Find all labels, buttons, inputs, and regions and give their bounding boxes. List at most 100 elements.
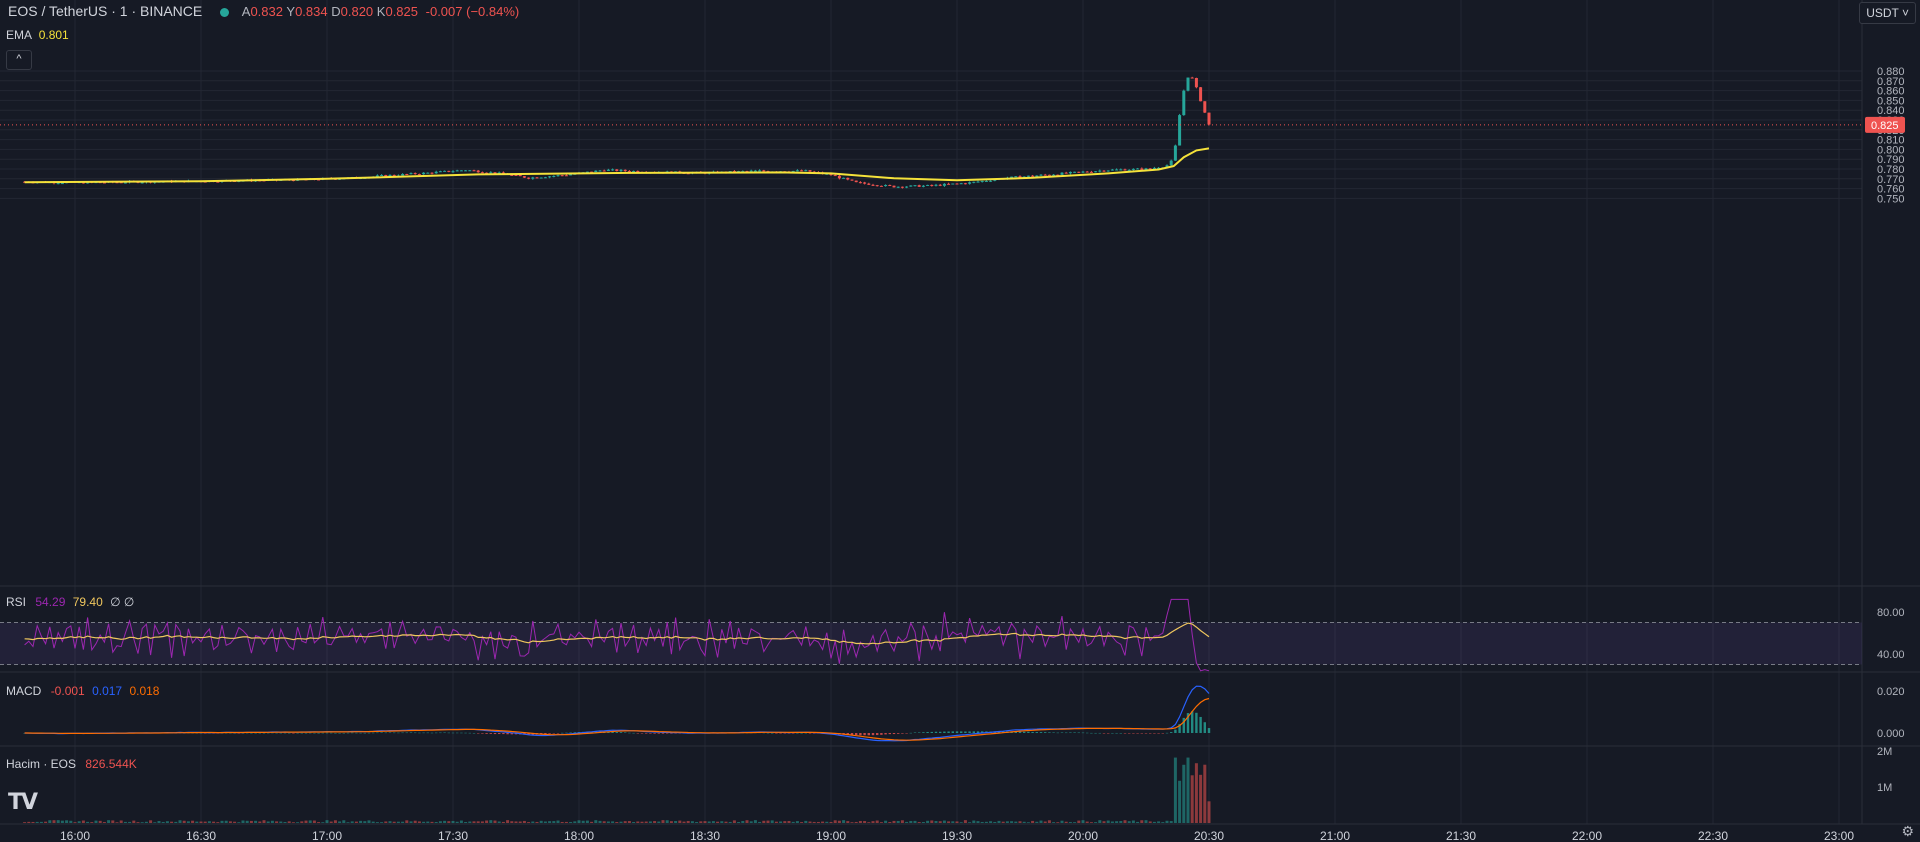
volume-bar <box>560 821 564 823</box>
legend-symbol: EOS / TetherUS · 1 · BINANCE A0.832 Y0.8… <box>8 3 519 19</box>
macd-histogram-bar <box>775 733 778 734</box>
rsi-legend[interactable]: RSI 54.29 79.40 ∅ ∅ <box>6 595 134 609</box>
candle-body <box>216 181 220 183</box>
macd-histogram-bar <box>997 731 1001 733</box>
candle-body <box>1039 174 1043 176</box>
volume-bar <box>833 820 837 823</box>
macd-histogram-bar <box>372 732 375 734</box>
volume-bar <box>174 821 178 823</box>
candle-body <box>1173 145 1177 161</box>
macd-histogram-bar <box>1044 732 1047 733</box>
volume-legend[interactable]: Hacim · EOS 826.544K <box>6 757 137 771</box>
candle-body <box>527 177 531 179</box>
macd-legend[interactable]: MACD -0.001 0.017 0.018 <box>6 684 159 698</box>
macd-histogram-bar <box>330 732 333 734</box>
macd-histogram-bar <box>1098 732 1101 734</box>
candle-body <box>140 182 144 184</box>
candle-body <box>1144 168 1148 170</box>
collapse-legend-button[interactable]: ^ <box>6 50 32 70</box>
volume-bar <box>1043 821 1047 823</box>
symbol-name[interactable]: EOS / TetherUS · 1 · BINANCE <box>8 3 203 19</box>
volume-bar <box>111 820 115 823</box>
volume-bar <box>384 821 388 823</box>
volume-bar <box>1052 822 1056 823</box>
macd-histogram-bar <box>493 733 497 735</box>
macd-histogram-bar <box>573 732 576 733</box>
macd-histogram-bar <box>1111 732 1114 734</box>
volume-bar <box>892 820 896 823</box>
volume-bar <box>464 821 468 823</box>
macd-histogram-bar <box>674 733 677 734</box>
candle-body <box>1043 174 1047 176</box>
volume-bar <box>485 820 489 823</box>
candle-body <box>518 174 522 177</box>
macd-histogram-bar <box>1052 732 1055 733</box>
volume-bar <box>199 821 203 823</box>
volume-bar <box>367 820 371 823</box>
macd-histogram-bar <box>443 732 446 734</box>
tradingview-logo[interactable]: TV <box>8 790 38 815</box>
ema-legend[interactable]: EMA 0.801 <box>6 28 69 42</box>
macd-histogram-bar <box>267 732 270 734</box>
volume-bar <box>1102 821 1106 823</box>
candle-body <box>556 175 560 177</box>
candle-body <box>384 175 388 177</box>
macd-histogram-bar <box>901 733 904 734</box>
volume-bar <box>732 820 736 823</box>
candle-body <box>934 184 938 186</box>
candle-body <box>1064 172 1068 174</box>
macd-histogram-bar <box>561 732 564 734</box>
macd-histogram-bar <box>456 732 459 734</box>
volume-bar <box>737 822 741 823</box>
volume-bar <box>917 822 921 823</box>
volume-bar <box>132 820 136 823</box>
volume-bar <box>312 820 316 823</box>
volume-bar <box>913 820 917 823</box>
macd-histogram-bar <box>1203 722 1206 733</box>
volume-bar <box>1148 821 1152 823</box>
macd-histogram-bar <box>367 732 371 734</box>
candle-body <box>1014 176 1018 178</box>
candle-body <box>1035 175 1039 177</box>
macd-histogram-bar <box>477 733 480 734</box>
candle-body <box>632 170 636 172</box>
volume-bar <box>850 822 854 823</box>
volume-bar <box>1068 822 1072 823</box>
volume-bar <box>657 821 661 823</box>
candle-body <box>758 170 762 172</box>
macd-histogram-bar <box>325 732 329 734</box>
macd-histogram-bar <box>283 732 287 734</box>
volume-bar <box>585 820 589 823</box>
macd-histogram-bar <box>1149 733 1152 734</box>
open-value: 0.832 <box>250 4 283 19</box>
volume-bar <box>648 821 652 823</box>
macd-histogram-bar <box>1069 732 1072 733</box>
currency-selector[interactable]: USDT ˅ <box>1859 2 1916 24</box>
current-price-label: 0.825 <box>1871 120 1899 132</box>
macd-histogram-bar <box>779 733 782 734</box>
macd-histogram-bar <box>670 733 673 734</box>
volume-bar <box>926 820 930 823</box>
volume-bar <box>405 820 409 823</box>
macd-histogram-bar <box>1191 711 1194 733</box>
volume-bar <box>161 821 165 823</box>
macd-histogram-bar <box>951 731 954 733</box>
candle-body <box>968 182 972 184</box>
candle-body <box>447 170 451 172</box>
macd-histogram-bar <box>309 732 312 734</box>
candle-body <box>884 184 888 187</box>
volume-bar <box>1178 780 1182 823</box>
candle-body <box>749 170 753 172</box>
volume-bar <box>359 820 363 823</box>
settings-gear-icon[interactable]: ⚙ <box>1901 823 1914 839</box>
candle-body <box>850 179 854 181</box>
macd-histogram-bar <box>401 732 404 734</box>
volume-bar <box>451 820 455 823</box>
volume-bar <box>44 821 48 823</box>
volume-bar <box>430 821 434 823</box>
macd-histogram-bar <box>632 732 635 734</box>
volume-bar <box>1047 820 1051 823</box>
volume-bar <box>90 822 94 823</box>
candle-body <box>438 171 442 173</box>
